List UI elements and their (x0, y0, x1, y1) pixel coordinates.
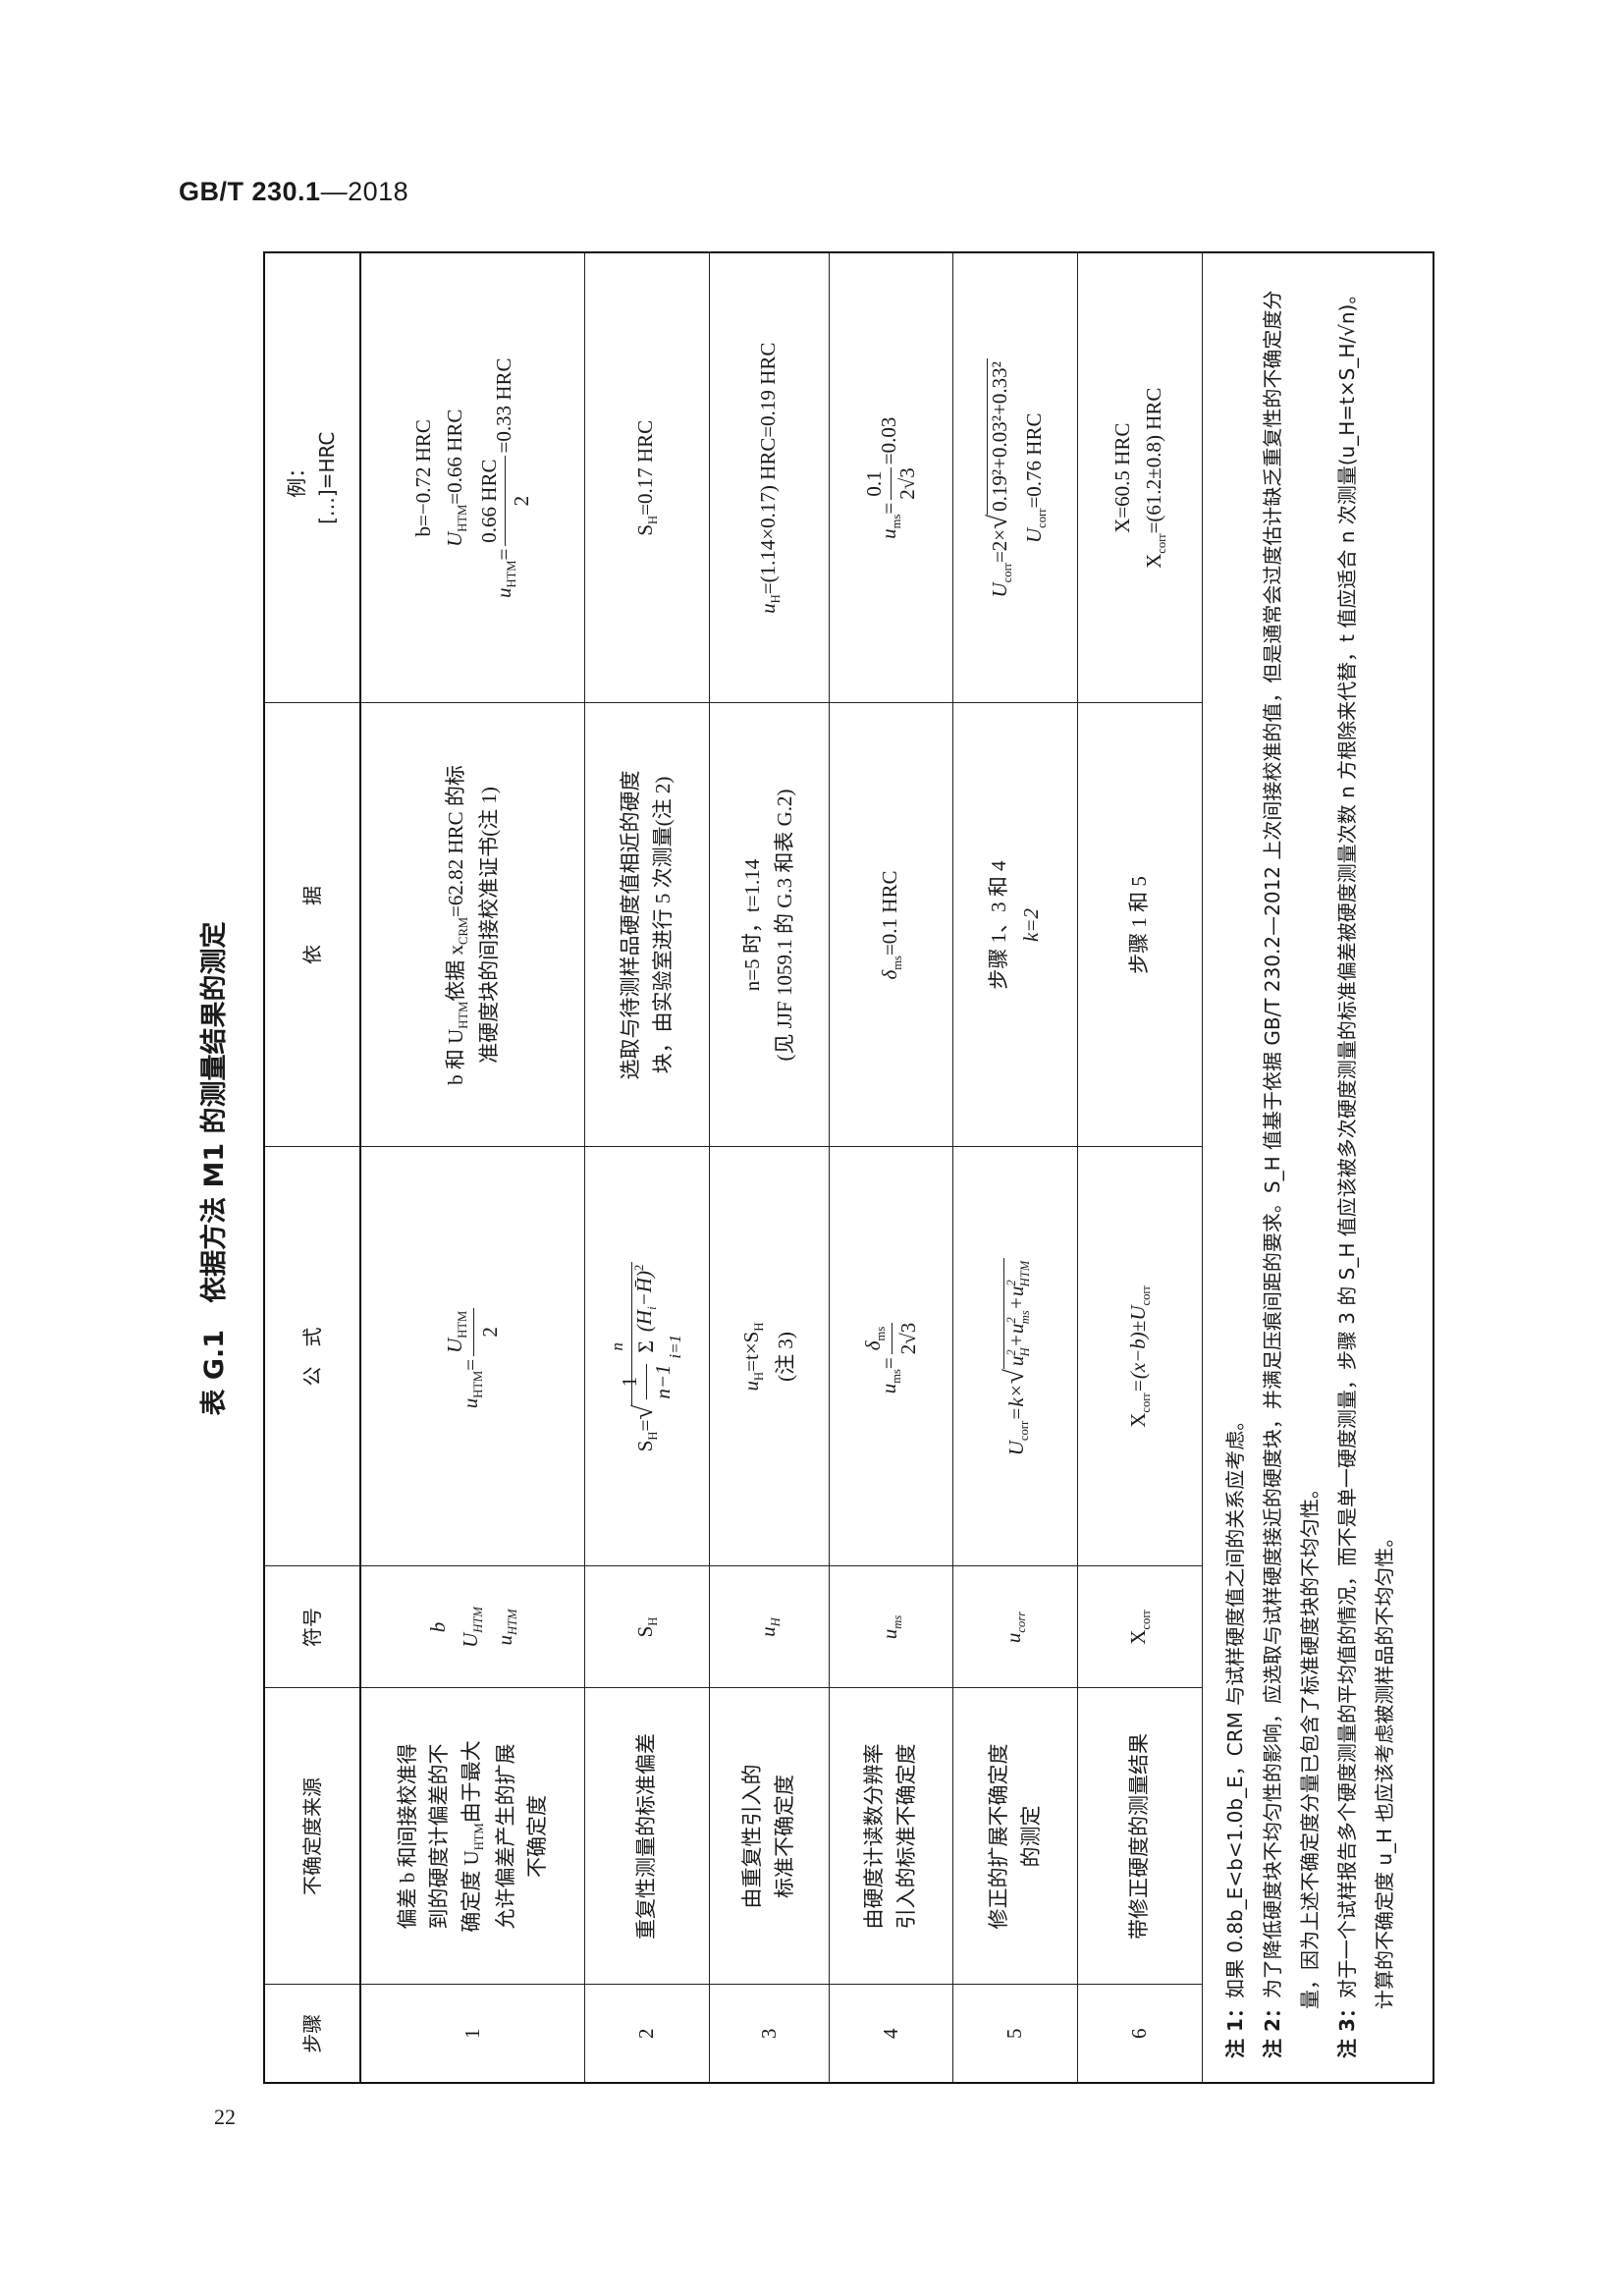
table-row: 6 带修正硬度的测量结果 Xcorr Xcorr=(x−b)±Ucorr 步骤 … (1077, 252, 1202, 2083)
formula-cell: Ucorr=k×√u2H+u2ms+u2HTM (952, 1147, 1077, 1566)
basis-cell: 步骤 1、3 和 4 k=2 (952, 703, 1077, 1147)
table-title: 表 G.1 依据方法 M1 的测量结果的测定 (199, 921, 230, 1416)
example-cell: b=−0.72 HRC UHTM=0.66 HRC uHTM= 0.66 HRC 2… (360, 252, 584, 703)
table-row: 4 由硬度计读数分辨率 引入的标准不确定度 ums ums= δms 2√3 δms… (829, 252, 952, 2083)
symbol-cell: SH (584, 1566, 709, 1688)
step-cell: 1 (360, 1985, 584, 2083)
symbol-cell: ucorr (952, 1566, 1077, 1688)
example-cell: Ucorr=2×√0.19²+0.03²+0.33² Ucorr=0.76 HR… (952, 252, 1077, 703)
basis-cell: 步骤 1 和 5 (1077, 703, 1202, 1147)
example-cell: SH=0.17 HRC (584, 252, 709, 703)
step-cell: 5 (952, 1985, 1077, 2083)
rotated-table: 步骤 不确定度来源 符号 公 式 依 据 例： […]=HRC 1 偏差 b 和间… (263, 251, 1435, 2084)
basis-cell: n=5 时，t=1.14 (见 JJF 1059.1 的 G.3 和表 G.2) (709, 703, 829, 1147)
col-header-symbol: 符号 (264, 1566, 360, 1688)
source-cell: 修正的扩展不确定度 的测定 (952, 1688, 1077, 1985)
symbol-cell: Xcorr (1077, 1566, 1202, 1688)
table-row: 1 偏差 b 和间接校准得 到的硬度计偏差的不 确定度 UHTM由于最大 允许偏… (360, 252, 584, 2083)
symbol-cell: ums (829, 1566, 952, 1688)
page-number: 22 (214, 2105, 236, 2129)
note-1: 注 1：如果 0.8b_E<b<1.0b_E，CRM 与试样硬度值之间的关系应考… (1222, 1410, 1247, 2058)
document-id: GB/T 230.1—2018 (179, 177, 409, 206)
step-cell: 3 (709, 1985, 829, 2083)
formula-cell: uHTM= UHTM 2 (360, 1147, 584, 1566)
table-row: 5 修正的扩展不确定度 的测定 ucorr Ucorr=k×√u2H+u2ms+… (952, 252, 1077, 2083)
basis-cell: δms=0.1 HRC (829, 703, 952, 1147)
example-cell: uH=(1.14×0.17) HRC=0.19 HRC (709, 252, 829, 703)
step-cell: 6 (1077, 1985, 1202, 2083)
example-cell: X=60.5 HRC Xcorr=(61.2±0.8) HRC (1077, 252, 1202, 703)
col-header-basis: 依 据 (264, 703, 360, 1147)
formula-cell: uH=t×SH (注 3) (709, 1147, 829, 1566)
source-cell: 偏差 b 和间接校准得 到的硬度计偏差的不 确定度 UHTM由于最大 允许偏差产… (360, 1688, 584, 1985)
source-cell: 带修正硬度的测量结果 (1077, 1688, 1202, 1985)
notes-row: 注 1：如果 0.8b_E<b<1.0b_E，CRM 与试样硬度值之间的关系应考… (1202, 252, 1434, 2083)
basis-cell: b 和 UHTM依据 xCRM=62.82 HRC 的标 准硬度块的间接校准证书… (360, 703, 584, 1147)
source-cell: 由硬度计读数分辨率 引入的标准不确定度 (829, 1688, 952, 1985)
example-cell: ums= 0.1 2√3 =0.03 (829, 252, 952, 703)
symbol-cell: uH (709, 1566, 829, 1688)
source-cell: 由重复性引入的 标准不确定度 (709, 1688, 829, 1985)
note-3: 注 3：对于一个试样报告多个硬度测量的平均值的情况，而不是单一硬度测量，步骤 3… (1334, 284, 1396, 2058)
col-header-formula: 公 式 (264, 1147, 360, 1566)
measurement-table: 步骤 不确定度来源 符号 公 式 依 据 例： […]=HRC 1 偏差 b 和间… (263, 251, 1434, 2084)
col-header-example: 例： […]=HRC (264, 252, 360, 703)
table-header-row: 步骤 不确定度来源 符号 公 式 依 据 例： […]=HRC (264, 252, 360, 2083)
notes-cell: 注 1：如果 0.8b_E<b<1.0b_E，CRM 与试样硬度值之间的关系应考… (1202, 252, 1434, 2083)
basis-cell: 选取与待测样品硬度值相近的硬度 块，由实验室进行 5 次测量(注 2) (584, 703, 709, 1147)
source-cell: 重复性测量的标准偏差 (584, 1688, 709, 1985)
symbol-cell: b UHTM uHTM (360, 1566, 584, 1688)
col-header-source: 不确定度来源 (264, 1688, 360, 1985)
step-cell: 2 (584, 1985, 709, 2083)
formula-cell: ums= δms 2√3 (829, 1147, 952, 1566)
col-header-step: 步骤 (264, 1985, 360, 2083)
step-cell: 4 (829, 1985, 952, 2083)
formula-cell: Xcorr=(x−b)±Ucorr (1077, 1147, 1202, 1566)
table-row: 3 由重复性引入的 标准不确定度 uH uH=t×SH (注 3) n=5 时，… (709, 252, 829, 2083)
note-2: 注 2：为了降低硬度块不均匀性的影响，应选取与试样硬度接近的硬度块，并满足压痕间… (1260, 290, 1322, 2058)
